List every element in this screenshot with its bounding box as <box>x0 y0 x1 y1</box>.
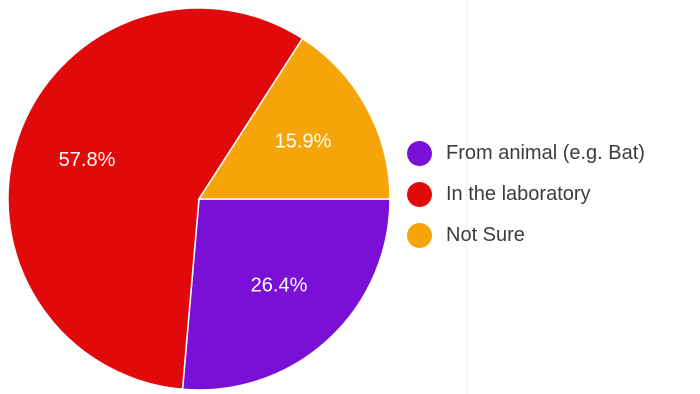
legend-swatch-in-the-laboratory <box>407 182 432 207</box>
pie-label-in-the-laboratory: 57.8% <box>59 149 116 171</box>
legend-label-not-sure: Not Sure <box>446 224 525 246</box>
pie-slice-not-sure[interactable] <box>197 37 391 200</box>
legend-label-in-the-laboratory: In the laboratory <box>446 183 591 205</box>
legend-item-from-animal[interactable]: From animal (e.g. Bat) <box>407 133 700 174</box>
pie-slice-from-animal-e-g-bat[interactable] <box>181 198 391 391</box>
pie-label-not-sure: 15.9% <box>275 131 332 153</box>
pie-chart-plot: 26.4% 57.8% 15.9% <box>7 7 391 391</box>
legend-item-in-the-laboratory[interactable]: In the laboratory <box>407 174 700 215</box>
legend-item-not-sure[interactable]: Not Sure <box>407 215 700 256</box>
legend-swatch-from-animal <box>407 141 432 166</box>
chart-divider <box>466 0 467 394</box>
chart-legend: From animal (e.g. Bat) In the laboratory… <box>407 133 700 256</box>
legend-label-from-animal: From animal (e.g. Bat) <box>446 142 645 164</box>
legend-swatch-not-sure <box>407 223 432 248</box>
pie-label-from-animal-e-g-bat: 26.4% <box>251 275 308 297</box>
pie-slice-in-the-laboratory[interactable] <box>7 7 304 391</box>
